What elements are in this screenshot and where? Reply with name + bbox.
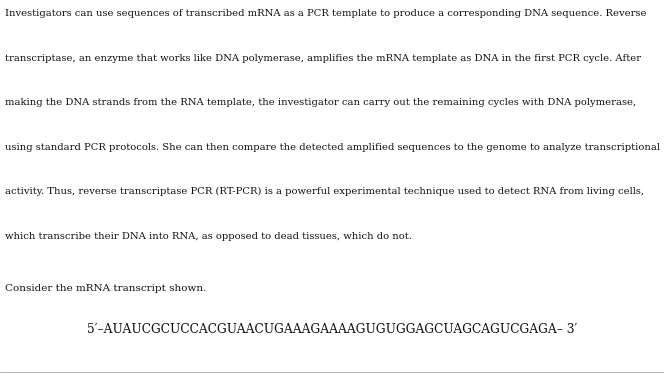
Text: Investigators can use sequences of transcribed mRNA as a PCR template to produce: Investigators can use sequences of trans… [5, 9, 647, 18]
Text: transcriptase, an enzyme that works like DNA polymerase, amplifies the mRNA temp: transcriptase, an enzyme that works like… [5, 54, 641, 63]
Text: 5′–AUAUCGCUCCACGUAACUGAAAGAAAAGUGUGGAGCUAGCAGUCGAGA– 3′: 5′–AUAUCGCUCCACGUAACUGAAAGAAAAGUGUGGAGCU… [87, 323, 577, 336]
Text: using standard PCR protocols. She can then compare the detected amplified sequen: using standard PCR protocols. She can th… [5, 143, 660, 152]
Text: which transcribe their DNA into RNA, as opposed to dead tissues, which do not.: which transcribe their DNA into RNA, as … [5, 232, 412, 241]
Text: Consider the mRNA transcript shown.: Consider the mRNA transcript shown. [5, 284, 207, 293]
Text: activity. Thus, reverse transcriptase PCR (RT-PCR) is a powerful experimental te: activity. Thus, reverse transcriptase PC… [5, 187, 645, 196]
Text: making the DNA strands from the RNA template, the investigator can carry out the: making the DNA strands from the RNA temp… [5, 98, 637, 107]
